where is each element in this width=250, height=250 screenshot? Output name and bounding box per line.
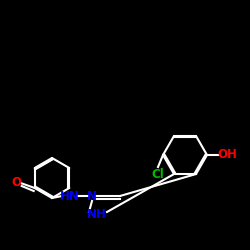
Text: HN: HN (60, 190, 80, 202)
Text: OH: OH (217, 148, 237, 162)
Text: N: N (87, 190, 97, 202)
Text: NH: NH (87, 208, 107, 220)
Text: O: O (12, 176, 22, 190)
Text: Cl: Cl (152, 168, 164, 181)
